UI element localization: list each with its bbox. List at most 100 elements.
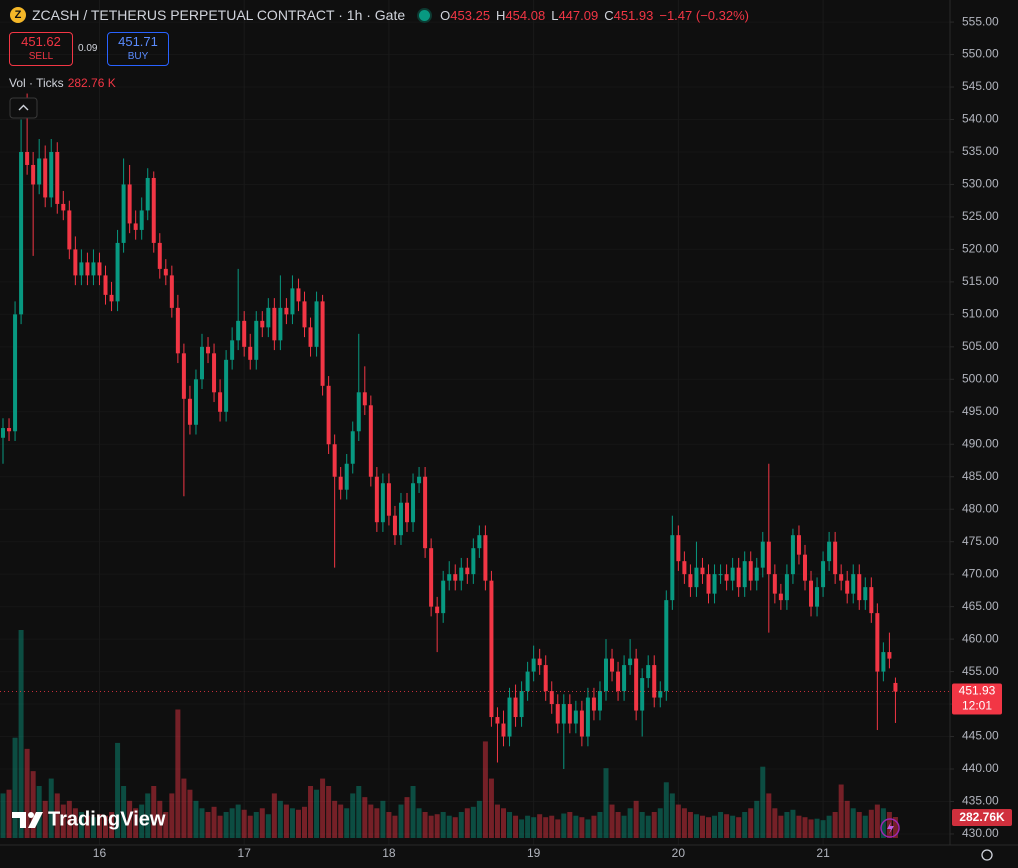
alert-icon-bolt [887,822,894,834]
candle-body [13,314,18,432]
candle-body [682,561,687,575]
candle-body [206,346,211,354]
collapse-button[interactable] [9,97,38,119]
candle-body [827,541,832,562]
y-tick-label: 525.00 [962,209,999,223]
header: Z ZCASH / TETHERUS PERPETUAL CONTRACT · … [10,7,755,23]
candle-body [338,476,343,490]
candle-body [561,704,566,724]
candle-body [181,353,186,399]
candle-body [193,379,198,425]
volume-bar [663,782,669,838]
y-tick-label: 440.00 [962,761,999,775]
candle-body [37,158,42,185]
alert-icon[interactable] [880,818,900,838]
volume-bar [139,804,145,838]
low-value: 447.09 [558,7,599,23]
volume-bar [410,786,416,838]
volume-bar [458,812,464,838]
candle-body [212,353,217,393]
volume-bar [350,793,356,838]
candle-body [851,574,856,594]
y-tick-label: 470.00 [962,566,999,580]
volume-bar [814,818,820,838]
candle-body [525,671,530,692]
candle-body [477,535,482,549]
candle-body [718,574,723,576]
sell-label: SELL [28,51,54,62]
y-tick-label: 475.00 [962,534,999,548]
settings-icon[interactable] [981,849,993,861]
candle-body [151,177,156,243]
volume-bar [253,812,259,838]
volume-bar [187,789,193,838]
buy-button[interactable]: 451.71 BUY [107,32,169,66]
volume-bar [585,819,591,838]
candle-body [815,587,820,607]
candle-body [483,535,488,581]
candle-body [31,164,36,185]
volume-bar [434,814,440,838]
volume-bar [868,809,874,838]
candle-body [127,184,132,224]
volume-bar [344,808,350,838]
candle-body [893,682,898,692]
volume-bar [386,812,392,838]
volume-bar [639,812,645,838]
x-tick-label: 20 [672,846,686,860]
y-tick-label: 515.00 [962,274,999,288]
y-tick-label: 535.00 [962,144,999,158]
candle-body [320,301,325,386]
candle-body [115,242,120,302]
volume-bar [693,814,699,838]
logo-mark [28,812,34,818]
volume-bar [398,804,404,838]
volume-bar [712,815,718,838]
volume-bar [362,797,368,838]
candle-body [676,535,681,562]
volume-bar [627,808,633,838]
volume-bar [706,817,712,838]
volume-bar [103,815,109,838]
candle-body [260,320,265,328]
volume-bar [145,793,151,838]
volume-bar [543,817,549,838]
volume-bar [54,793,60,838]
candle-body [489,580,494,718]
candle-body [447,574,452,581]
buy-label: BUY [127,51,149,62]
candle-body [634,658,639,711]
candle-body [616,671,621,692]
candle-body [423,476,428,549]
last-price-label: 451.93 [959,684,996,698]
ohlc-label: L [551,7,559,23]
buy-price: 451.71 [118,34,158,49]
candle-body [1,428,5,438]
volume-bar [446,815,452,838]
candle-body [91,262,96,276]
candle-body [501,723,506,737]
candle-body [585,697,590,737]
volume-bar [404,797,410,838]
volume-bar [525,815,531,838]
candle-body [736,567,741,588]
candle-body [471,548,476,575]
candle-body [121,184,126,243]
candle-body [507,697,512,737]
volume-bar [892,816,898,838]
volume-bar [60,804,66,838]
sell-button[interactable]: 451.62 SELL [9,32,73,66]
volume-bar [84,815,90,838]
x-tick-label: 21 [816,846,830,860]
volume-tag [952,808,1012,826]
candle-body [429,548,434,607]
candle-body [688,574,693,588]
candle-body [97,262,102,276]
volume-bar [78,812,84,838]
candle-body [802,554,807,581]
candle-body [760,541,765,568]
volume-bar [651,812,657,838]
volume-bar [271,793,277,838]
candle-body [224,359,229,412]
